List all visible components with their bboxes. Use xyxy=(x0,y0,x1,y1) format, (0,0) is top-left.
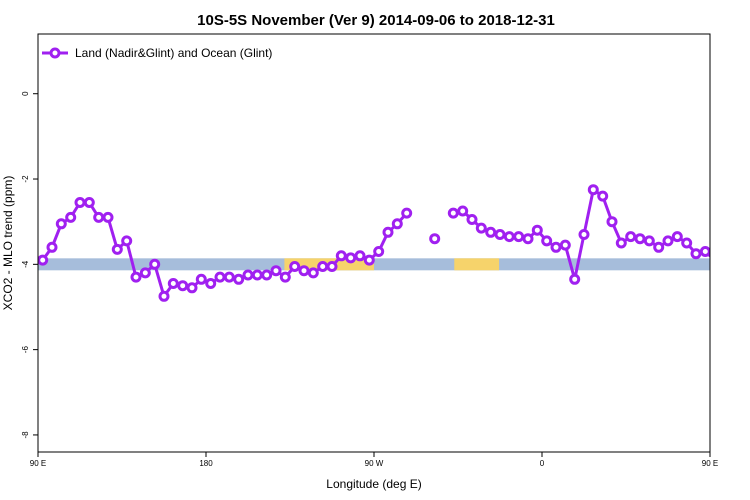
y-axis: 0 -2 -4 -6 -8 xyxy=(21,91,38,439)
data-point xyxy=(457,205,469,217)
data-point xyxy=(214,271,226,283)
data-point xyxy=(167,278,179,289)
data-point xyxy=(475,222,487,234)
data-point xyxy=(653,241,665,253)
data-point xyxy=(671,231,683,243)
data-point xyxy=(242,269,254,281)
data-point xyxy=(587,184,599,196)
data-point xyxy=(279,271,291,283)
y-axis-label: XCO2 - MLO trend (ppm) xyxy=(1,176,15,311)
data-point xyxy=(531,224,543,236)
data-point xyxy=(74,197,86,208)
x-axis: 90 E 180 90 W 0 90 E xyxy=(30,452,718,468)
data-point xyxy=(55,218,67,230)
data-point xyxy=(251,269,263,281)
data-point xyxy=(307,267,319,279)
series-line-0-2 xyxy=(452,188,710,281)
data-point xyxy=(699,246,710,257)
data-point xyxy=(382,226,394,238)
data-point xyxy=(681,237,693,249)
y-tick-label: 0 xyxy=(21,91,30,96)
data-point xyxy=(429,233,441,245)
land-band-1 xyxy=(454,258,500,271)
data-point xyxy=(111,243,123,255)
data-point xyxy=(606,216,618,228)
data-point xyxy=(149,258,161,270)
data-point xyxy=(121,235,133,247)
data-point xyxy=(93,211,105,223)
data-point xyxy=(615,237,627,249)
data-point xyxy=(317,261,329,272)
data-point xyxy=(569,273,581,285)
data-point xyxy=(130,271,142,283)
data-point xyxy=(485,226,497,238)
x-tick-label: 0 xyxy=(540,459,545,468)
x-tick-label: 180 xyxy=(199,459,213,468)
legend-label: Land (Nadir&Glint) and Ocean (Glint) xyxy=(75,46,272,60)
data-point xyxy=(83,197,95,208)
data-point xyxy=(261,269,273,281)
data-point xyxy=(158,290,170,302)
data-point xyxy=(363,254,375,266)
data-point xyxy=(447,207,459,219)
data-point xyxy=(102,211,114,223)
data-point xyxy=(597,190,609,202)
x-axis-label: Longitude (deg E) xyxy=(326,477,421,491)
data-point xyxy=(205,278,217,289)
y-tick-label: -6 xyxy=(21,346,30,354)
data-point xyxy=(503,231,515,243)
data-point xyxy=(38,254,49,266)
data-point xyxy=(578,229,590,240)
data-point xyxy=(354,250,366,262)
data-point xyxy=(391,218,403,230)
series-group xyxy=(38,184,710,302)
data-point xyxy=(177,280,189,292)
data-point xyxy=(625,231,637,243)
plot-frame xyxy=(37,33,711,453)
data-point xyxy=(541,235,553,247)
data-point xyxy=(550,241,562,253)
data-point xyxy=(634,233,646,245)
data-point xyxy=(195,273,207,285)
data-point xyxy=(513,231,525,243)
y-tick-label: -2 xyxy=(21,175,30,183)
data-point xyxy=(373,246,385,257)
data-point xyxy=(65,211,77,223)
y-tick-label: -4 xyxy=(21,260,30,268)
data-point xyxy=(345,252,357,264)
data-point xyxy=(559,239,571,251)
data-point xyxy=(186,282,198,294)
data-point xyxy=(298,265,310,277)
data-point xyxy=(335,250,347,262)
data-point xyxy=(643,235,655,247)
data-point xyxy=(223,271,235,283)
data-point xyxy=(233,273,245,285)
x-tick-label: 90 W xyxy=(365,459,384,468)
data-point xyxy=(662,235,674,247)
data-point xyxy=(401,207,413,219)
legend: Land (Nadir&Glint) and Ocean (Glint) xyxy=(42,46,272,60)
chart-title: 10S-5S November (Ver 9) 2014-09-06 to 20… xyxy=(197,12,555,29)
data-point xyxy=(270,265,282,277)
data-point xyxy=(289,261,301,272)
x-tick-label: 90 E xyxy=(702,459,718,468)
data-point xyxy=(690,248,702,260)
data-point xyxy=(494,229,506,240)
data-point xyxy=(522,233,534,245)
data-point xyxy=(139,267,151,279)
data-point xyxy=(326,261,338,272)
legend-marker xyxy=(49,47,61,59)
x-tick-label: 90 E xyxy=(30,459,46,468)
data-point xyxy=(46,241,58,253)
data-point xyxy=(466,214,478,225)
y-tick-label: -8 xyxy=(21,431,30,439)
